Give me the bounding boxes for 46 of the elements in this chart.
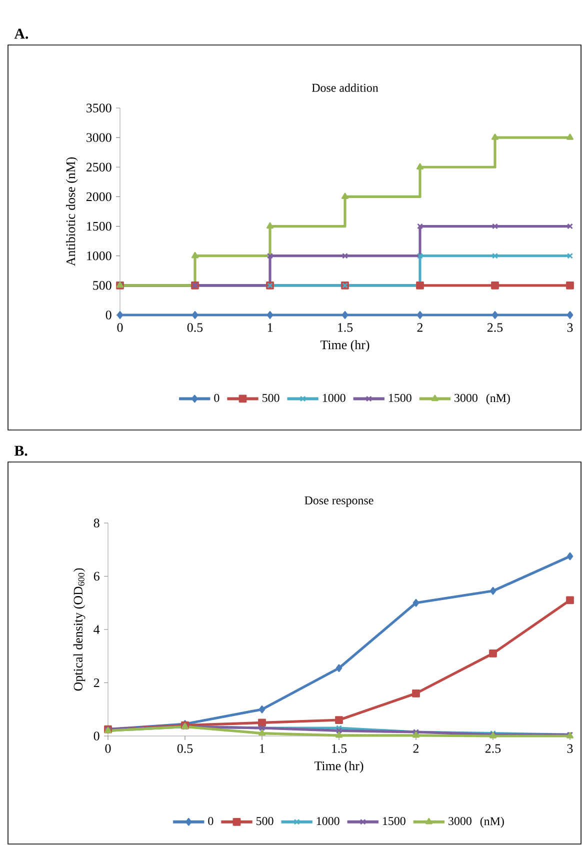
- legend-label: 1500: [389, 394, 412, 402]
- legend-label: 3000: [448, 817, 472, 826]
- x-tick-label: 0.5: [177, 744, 193, 753]
- y-tick-label: 0: [106, 310, 112, 320]
- x-axis-title: Time (hr): [314, 761, 364, 773]
- x-tick-label: 1.5: [338, 323, 353, 332]
- legend-label: 500: [256, 817, 274, 826]
- legend-label: 3000: [454, 394, 478, 402]
- x-tick-label: 1: [268, 323, 272, 332]
- y-tick-label: 0: [94, 732, 100, 740]
- y-tick-label: 1500: [87, 222, 112, 231]
- y-tick-label: 1000: [87, 251, 112, 260]
- text: A.: [14, 28, 28, 39]
- x-axis-title: Time (hr): [320, 340, 370, 352]
- y-tick-label: 3000: [86, 133, 112, 142]
- y-tick-label: 500: [93, 281, 112, 290]
- x-tick-label: 3: [567, 744, 573, 753]
- x-tick-label: 2.5: [487, 323, 503, 332]
- x-tick-label: 1.5: [332, 744, 347, 753]
- chart-title: Dose response: [304, 496, 374, 507]
- x-tick-label: 1: [260, 744, 264, 753]
- y-tick-label: 2: [94, 678, 100, 688]
- legend-label: 1000: [316, 817, 340, 826]
- x-tick-label: 0: [117, 323, 123, 332]
- legend-label: 500: [262, 394, 280, 402]
- x-tick-label: 0.5: [187, 323, 203, 332]
- text: B.: [14, 446, 28, 456]
- y-tick-label: 2500: [86, 162, 112, 172]
- legend-label: 1000: [322, 394, 346, 402]
- legend-title: (nM): [480, 816, 504, 828]
- x-tick-label: 2.5: [485, 744, 501, 753]
- legend-label: 0: [214, 394, 220, 402]
- legend-label: 0: [208, 817, 214, 826]
- y-tick-label: 3500: [86, 104, 112, 112]
- y-tick-label: 8: [94, 518, 100, 528]
- x-tick-label: 2: [417, 323, 423, 332]
- y-tick-label: 6: [94, 572, 100, 581]
- legend-title: (nM): [486, 394, 510, 405]
- y-axis-title: Optical density (OD$_{600}$): [73, 568, 86, 691]
- y-axis-title: Antibiotic dose (nM): [66, 157, 78, 266]
- x-tick-label: 2: [413, 744, 419, 753]
- chart-title: Dose addition: [312, 83, 378, 92]
- x-tick-label: 3: [567, 323, 573, 332]
- y-tick-label: 2000: [86, 192, 112, 202]
- y-tick-label: 4: [94, 625, 100, 634]
- legend-label: 1500: [383, 817, 406, 826]
